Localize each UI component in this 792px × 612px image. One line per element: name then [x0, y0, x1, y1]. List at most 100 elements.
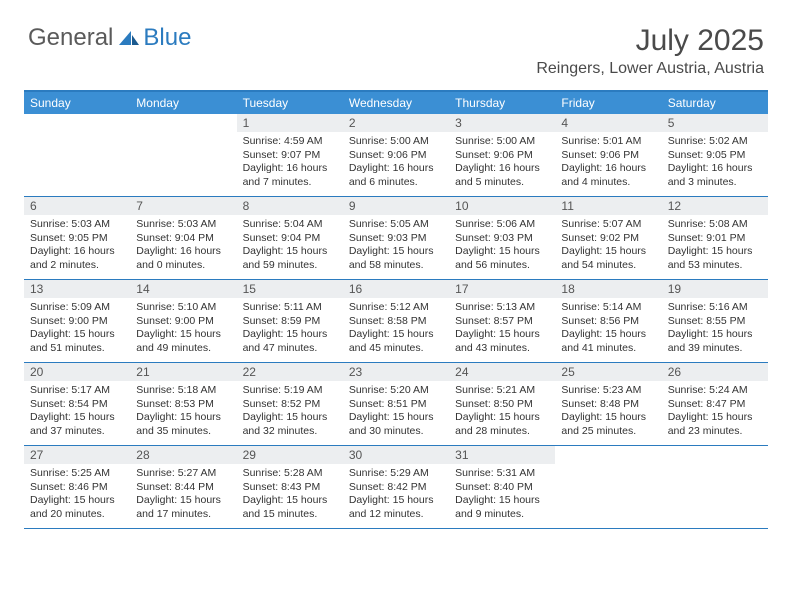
- day-body: Sunrise: 4:59 AMSunset: 9:07 PMDaylight:…: [237, 132, 343, 196]
- day-cell: 12Sunrise: 5:08 AMSunset: 9:01 PMDayligh…: [662, 197, 768, 279]
- week-row: 1Sunrise: 4:59 AMSunset: 9:07 PMDaylight…: [24, 114, 768, 197]
- day-body: Sunrise: 5:07 AMSunset: 9:02 PMDaylight:…: [555, 215, 661, 279]
- day-body: Sunrise: 5:28 AMSunset: 8:43 PMDaylight:…: [237, 464, 343, 528]
- day-cell: 28Sunrise: 5:27 AMSunset: 8:44 PMDayligh…: [130, 446, 236, 528]
- day-body: Sunrise: 5:19 AMSunset: 8:52 PMDaylight:…: [237, 381, 343, 445]
- day-header-cell: Saturday: [662, 92, 768, 114]
- day-header-cell: Sunday: [24, 92, 130, 114]
- day-number: 17: [449, 280, 555, 298]
- day-header-cell: Friday: [555, 92, 661, 114]
- day-body: Sunrise: 5:00 AMSunset: 9:06 PMDaylight:…: [449, 132, 555, 196]
- day-cell: 6Sunrise: 5:03 AMSunset: 9:05 PMDaylight…: [24, 197, 130, 279]
- brand-text-blue: Blue: [143, 24, 191, 52]
- day-body: Sunrise: 5:02 AMSunset: 9:05 PMDaylight:…: [662, 132, 768, 196]
- day-number: [555, 446, 661, 464]
- day-cell: 8Sunrise: 5:04 AMSunset: 9:04 PMDaylight…: [237, 197, 343, 279]
- month-title: July 2025: [536, 24, 764, 58]
- day-body: Sunrise: 5:16 AMSunset: 8:55 PMDaylight:…: [662, 298, 768, 362]
- day-cell: 13Sunrise: 5:09 AMSunset: 9:00 PMDayligh…: [24, 280, 130, 362]
- week-row: 6Sunrise: 5:03 AMSunset: 9:05 PMDaylight…: [24, 197, 768, 280]
- day-cell: 27Sunrise: 5:25 AMSunset: 8:46 PMDayligh…: [24, 446, 130, 528]
- day-cell: 16Sunrise: 5:12 AMSunset: 8:58 PMDayligh…: [343, 280, 449, 362]
- day-number: 8: [237, 197, 343, 215]
- day-cell: 20Sunrise: 5:17 AMSunset: 8:54 PMDayligh…: [24, 363, 130, 445]
- day-cell: 3Sunrise: 5:00 AMSunset: 9:06 PMDaylight…: [449, 114, 555, 196]
- day-number: 30: [343, 446, 449, 464]
- day-body: Sunrise: 5:04 AMSunset: 9:04 PMDaylight:…: [237, 215, 343, 279]
- day-number: 21: [130, 363, 236, 381]
- day-number: 12: [662, 197, 768, 215]
- day-cell: 14Sunrise: 5:10 AMSunset: 9:00 PMDayligh…: [130, 280, 236, 362]
- day-number: 6: [24, 197, 130, 215]
- day-cell: 5Sunrise: 5:02 AMSunset: 9:05 PMDaylight…: [662, 114, 768, 196]
- day-number: 10: [449, 197, 555, 215]
- day-number: [130, 114, 236, 132]
- day-body: Sunrise: 5:06 AMSunset: 9:03 PMDaylight:…: [449, 215, 555, 279]
- location-text: Reingers, Lower Austria, Austria: [536, 60, 764, 78]
- day-number: 9: [343, 197, 449, 215]
- calendar-grid: SundayMondayTuesdayWednesdayThursdayFrid…: [24, 90, 768, 529]
- day-body: Sunrise: 5:01 AMSunset: 9:06 PMDaylight:…: [555, 132, 661, 196]
- day-number: 23: [343, 363, 449, 381]
- day-body: Sunrise: 5:03 AMSunset: 9:05 PMDaylight:…: [24, 215, 130, 279]
- day-number: 28: [130, 446, 236, 464]
- day-cell: [662, 446, 768, 528]
- day-cell: 9Sunrise: 5:05 AMSunset: 9:03 PMDaylight…: [343, 197, 449, 279]
- day-number: 7: [130, 197, 236, 215]
- day-number: 4: [555, 114, 661, 132]
- day-body: Sunrise: 5:25 AMSunset: 8:46 PMDaylight:…: [24, 464, 130, 528]
- day-cell: 11Sunrise: 5:07 AMSunset: 9:02 PMDayligh…: [555, 197, 661, 279]
- day-cell: [24, 114, 130, 196]
- day-body: Sunrise: 5:09 AMSunset: 9:00 PMDaylight:…: [24, 298, 130, 362]
- day-cell: 31Sunrise: 5:31 AMSunset: 8:40 PMDayligh…: [449, 446, 555, 528]
- day-number: 22: [237, 363, 343, 381]
- day-body: Sunrise: 5:29 AMSunset: 8:42 PMDaylight:…: [343, 464, 449, 528]
- day-body: Sunrise: 5:23 AMSunset: 8:48 PMDaylight:…: [555, 381, 661, 445]
- day-cell: 7Sunrise: 5:03 AMSunset: 9:04 PMDaylight…: [130, 197, 236, 279]
- day-number: 26: [662, 363, 768, 381]
- day-cell: 18Sunrise: 5:14 AMSunset: 8:56 PMDayligh…: [555, 280, 661, 362]
- day-body: Sunrise: 5:18 AMSunset: 8:53 PMDaylight:…: [130, 381, 236, 445]
- day-header-cell: Thursday: [449, 92, 555, 114]
- day-number: 3: [449, 114, 555, 132]
- day-cell: 2Sunrise: 5:00 AMSunset: 9:06 PMDaylight…: [343, 114, 449, 196]
- day-header-row: SundayMondayTuesdayWednesdayThursdayFrid…: [24, 92, 768, 114]
- day-body: Sunrise: 5:17 AMSunset: 8:54 PMDaylight:…: [24, 381, 130, 445]
- day-number: 11: [555, 197, 661, 215]
- day-number: 27: [24, 446, 130, 464]
- day-cell: 22Sunrise: 5:19 AMSunset: 8:52 PMDayligh…: [237, 363, 343, 445]
- day-number: 5: [662, 114, 768, 132]
- day-cell: [555, 446, 661, 528]
- day-cell: 1Sunrise: 4:59 AMSunset: 9:07 PMDaylight…: [237, 114, 343, 196]
- day-body: Sunrise: 5:12 AMSunset: 8:58 PMDaylight:…: [343, 298, 449, 362]
- day-cell: 15Sunrise: 5:11 AMSunset: 8:59 PMDayligh…: [237, 280, 343, 362]
- weeks-container: 1Sunrise: 4:59 AMSunset: 9:07 PMDaylight…: [24, 114, 768, 529]
- day-cell: 25Sunrise: 5:23 AMSunset: 8:48 PMDayligh…: [555, 363, 661, 445]
- day-body: Sunrise: 5:20 AMSunset: 8:51 PMDaylight:…: [343, 381, 449, 445]
- day-number: 14: [130, 280, 236, 298]
- day-number: 2: [343, 114, 449, 132]
- day-body: Sunrise: 5:21 AMSunset: 8:50 PMDaylight:…: [449, 381, 555, 445]
- day-body: Sunrise: 5:24 AMSunset: 8:47 PMDaylight:…: [662, 381, 768, 445]
- day-body: Sunrise: 5:31 AMSunset: 8:40 PMDaylight:…: [449, 464, 555, 528]
- day-number: 31: [449, 446, 555, 464]
- day-cell: 17Sunrise: 5:13 AMSunset: 8:57 PMDayligh…: [449, 280, 555, 362]
- day-number: [24, 114, 130, 132]
- day-body: Sunrise: 5:00 AMSunset: 9:06 PMDaylight:…: [343, 132, 449, 196]
- brand-logo: General Blue: [28, 24, 191, 52]
- day-number: 29: [237, 446, 343, 464]
- week-row: 27Sunrise: 5:25 AMSunset: 8:46 PMDayligh…: [24, 446, 768, 529]
- day-cell: 23Sunrise: 5:20 AMSunset: 8:51 PMDayligh…: [343, 363, 449, 445]
- day-cell: [130, 114, 236, 196]
- day-header-cell: Monday: [130, 92, 236, 114]
- day-number: 24: [449, 363, 555, 381]
- day-cell: 30Sunrise: 5:29 AMSunset: 8:42 PMDayligh…: [343, 446, 449, 528]
- day-body: Sunrise: 5:27 AMSunset: 8:44 PMDaylight:…: [130, 464, 236, 528]
- day-header-cell: Tuesday: [237, 92, 343, 114]
- day-number: 19: [662, 280, 768, 298]
- day-cell: 26Sunrise: 5:24 AMSunset: 8:47 PMDayligh…: [662, 363, 768, 445]
- day-body: Sunrise: 5:05 AMSunset: 9:03 PMDaylight:…: [343, 215, 449, 279]
- day-number: 18: [555, 280, 661, 298]
- day-cell: 10Sunrise: 5:06 AMSunset: 9:03 PMDayligh…: [449, 197, 555, 279]
- day-cell: 4Sunrise: 5:01 AMSunset: 9:06 PMDaylight…: [555, 114, 661, 196]
